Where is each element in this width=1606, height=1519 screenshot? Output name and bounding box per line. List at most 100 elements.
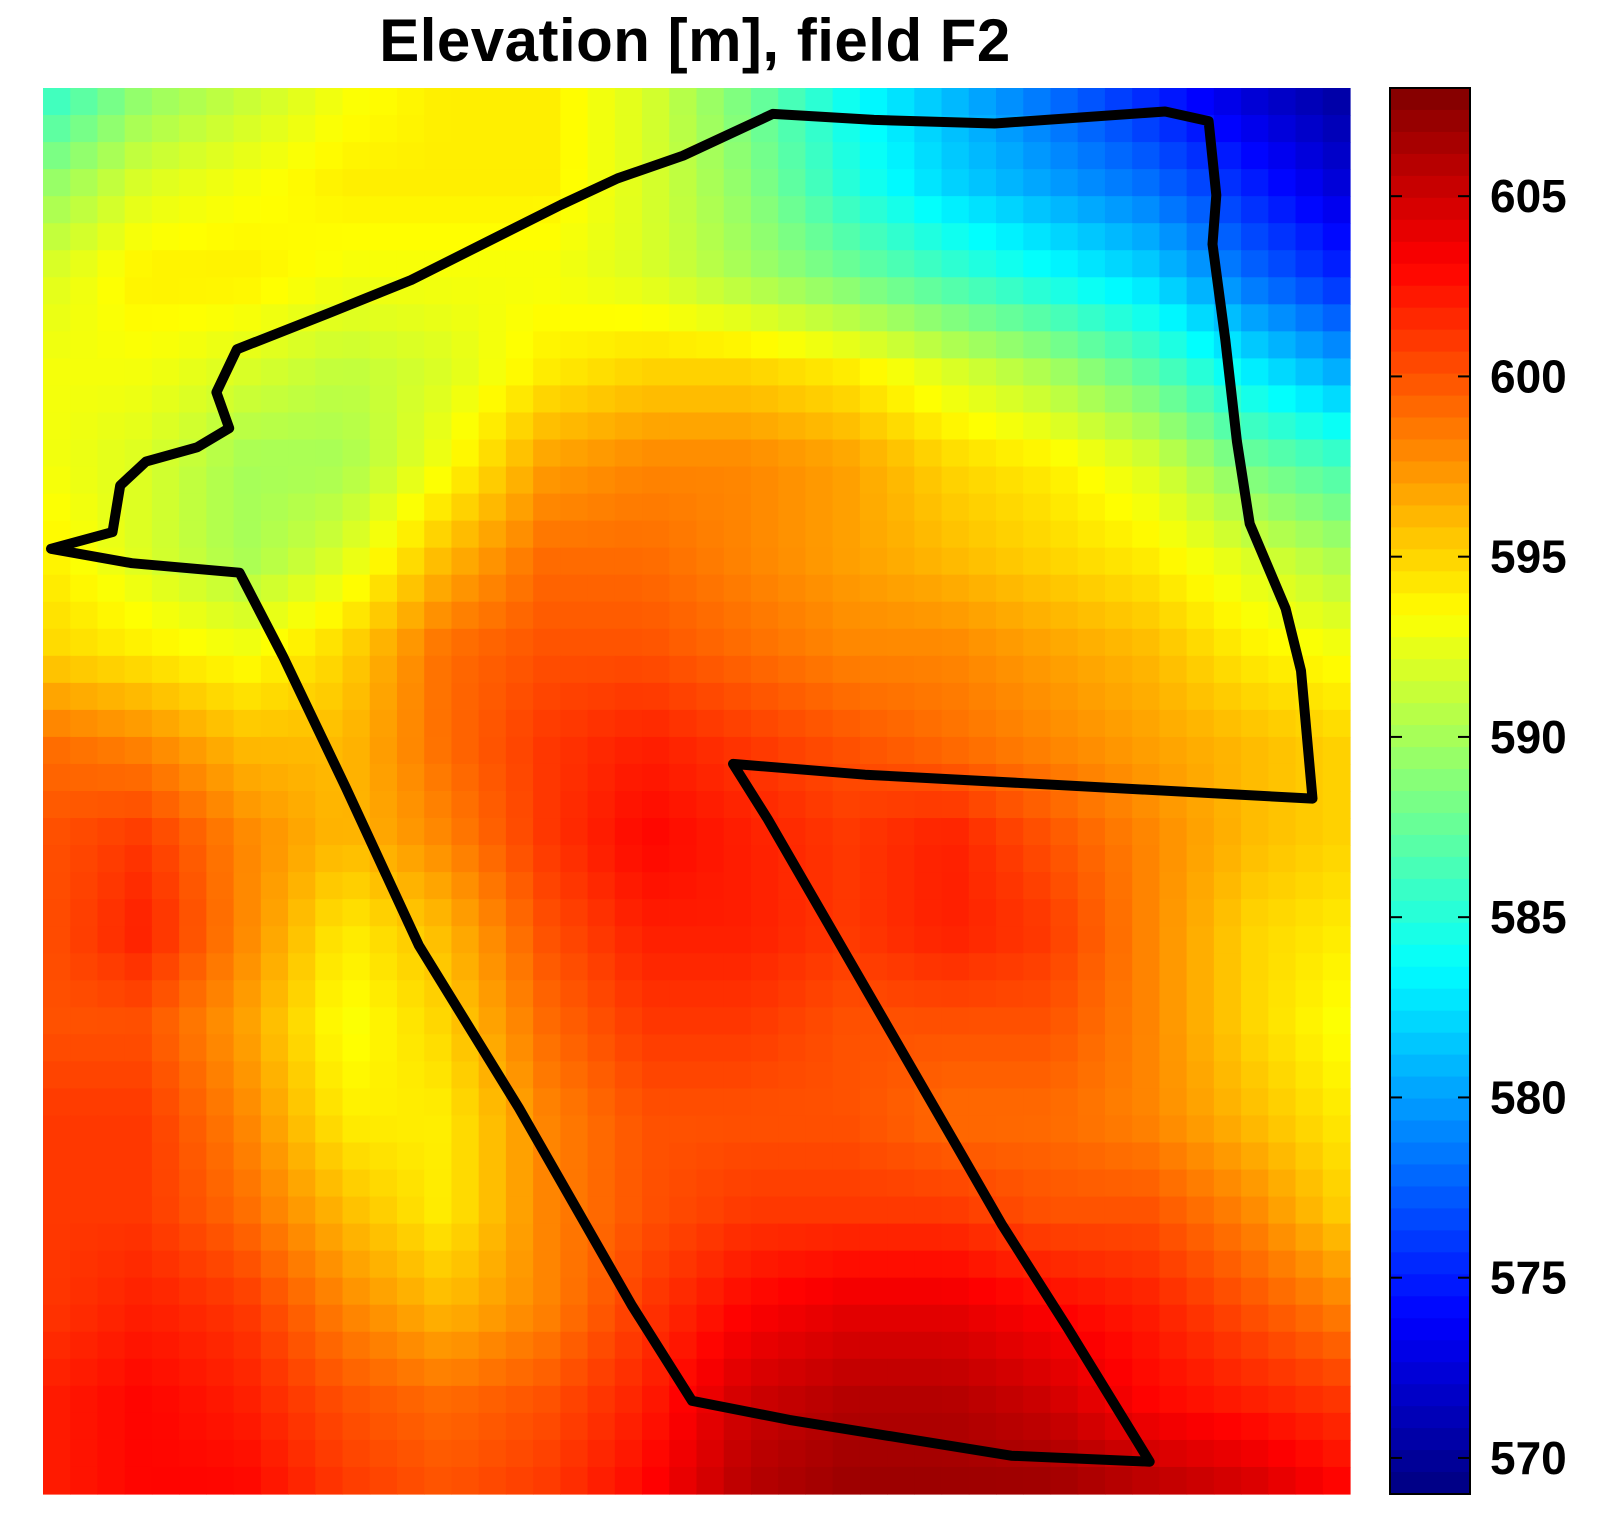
heatmap-cell — [859, 1250, 888, 1279]
heatmap-cell — [97, 1034, 126, 1062]
heatmap-cell — [669, 709, 698, 738]
colorbar-segment — [1390, 1010, 1470, 1034]
colorbar-segment — [1390, 197, 1470, 221]
heatmap-cell — [533, 1250, 561, 1279]
heatmap-cell — [478, 1088, 507, 1117]
heatmap-cell — [43, 1223, 71, 1252]
heatmap-cell — [288, 331, 316, 359]
heatmap-cell — [778, 250, 807, 278]
heatmap-cell — [1023, 1223, 1052, 1252]
heatmap-cell — [179, 1277, 207, 1306]
heatmap-cell — [124, 1466, 153, 1495]
heatmap-cell — [1268, 1412, 1297, 1441]
heatmap-cell — [1268, 1466, 1297, 1495]
colorbar-segment — [1390, 571, 1470, 594]
heatmap-cell — [505, 1142, 534, 1171]
heatmap-cell — [832, 980, 861, 1008]
heatmap-cell — [124, 304, 153, 332]
heatmap-cell — [533, 1223, 561, 1252]
heatmap-cell — [669, 791, 698, 819]
heatmap-cell — [914, 926, 943, 954]
heatmap-cell — [914, 304, 943, 332]
heatmap-cell — [70, 1115, 99, 1144]
heatmap-cell — [1050, 304, 1079, 332]
heatmap-cell — [996, 953, 1024, 981]
heatmap-cell — [206, 574, 235, 603]
heatmap-cell — [43, 1277, 71, 1306]
heatmap-cell — [70, 1277, 99, 1306]
heatmap-cell — [914, 872, 943, 900]
heatmap-cell — [642, 1061, 670, 1090]
heatmap-cell — [233, 682, 262, 711]
heatmap-cell — [723, 682, 752, 711]
heatmap-cell — [996, 1412, 1024, 1441]
heatmap-cell — [832, 655, 861, 684]
heatmap-cell — [97, 574, 126, 603]
heatmap-cell — [1322, 250, 1351, 278]
heatmap-cell — [396, 196, 425, 224]
heatmap-cell — [1104, 709, 1133, 738]
heatmap-cell — [342, 1304, 371, 1333]
heatmap-cell — [750, 1466, 779, 1495]
heatmap-cell — [505, 1358, 534, 1387]
heatmap-cell — [1132, 682, 1160, 711]
heatmap-cell — [1050, 1007, 1079, 1035]
heatmap-cell — [1104, 601, 1133, 630]
heatmap-cell — [97, 926, 126, 954]
heatmap-cell — [696, 953, 725, 981]
heatmap-cell — [1268, 1169, 1297, 1198]
heatmap-cell — [179, 493, 207, 522]
heatmap-cell — [887, 277, 915, 305]
heatmap-cell — [342, 1034, 371, 1062]
heatmap-cell — [941, 1007, 970, 1035]
heatmap-cell — [288, 547, 316, 576]
heatmap-cell — [914, 628, 943, 657]
heatmap-cell — [342, 899, 371, 927]
heatmap-cell — [1213, 1385, 1242, 1414]
heatmap-cell — [642, 655, 670, 684]
heatmap-cell — [206, 601, 235, 630]
heatmap-cell — [1132, 1466, 1160, 1495]
heatmap-cell — [1322, 169, 1351, 197]
heatmap-cell — [451, 628, 480, 657]
colorbar-segment — [1390, 131, 1470, 155]
heatmap-cell — [887, 250, 915, 278]
heatmap-cell — [396, 980, 425, 1008]
heatmap-cell — [1213, 1034, 1242, 1062]
heatmap-cell — [151, 520, 180, 549]
heatmap-cell — [1104, 574, 1133, 603]
heatmap-cell — [941, 1304, 970, 1333]
heatmap-cell — [179, 709, 207, 738]
heatmap-cell — [1104, 466, 1133, 495]
heatmap-cell — [288, 466, 316, 495]
heatmap-cell — [941, 1277, 970, 1306]
heatmap-cell — [124, 655, 153, 684]
heatmap-cell — [1104, 520, 1133, 549]
heatmap-cell — [288, 926, 316, 954]
colorbar-segment — [1390, 351, 1470, 375]
heatmap-cell — [669, 1196, 698, 1225]
heatmap-cell — [179, 601, 207, 630]
heatmap-cell — [1159, 872, 1188, 900]
heatmap-cell — [369, 1412, 398, 1441]
heatmap-cell — [1186, 1385, 1215, 1414]
heatmap-cell — [478, 1331, 507, 1360]
heatmap-cell — [124, 1196, 153, 1225]
heatmap-cell — [696, 818, 725, 846]
heatmap-cell — [369, 736, 398, 765]
heatmap-cell — [887, 547, 915, 576]
heatmap-cell — [941, 1466, 970, 1495]
heatmap-cell — [1186, 709, 1215, 738]
heatmap-cell — [288, 1115, 316, 1144]
heatmap-cell — [1104, 142, 1133, 170]
heatmap-cell — [533, 493, 561, 522]
heatmap-cell — [614, 980, 643, 1008]
heatmap-cell — [43, 628, 71, 657]
heatmap-cell — [1295, 1358, 1324, 1387]
heatmap-cell — [723, 926, 752, 954]
heatmap-cell — [750, 628, 779, 657]
colorbar-segment — [1390, 593, 1470, 616]
heatmap-cell — [941, 1331, 970, 1360]
heatmap-cell — [614, 628, 643, 657]
heatmap-cell — [151, 277, 180, 305]
